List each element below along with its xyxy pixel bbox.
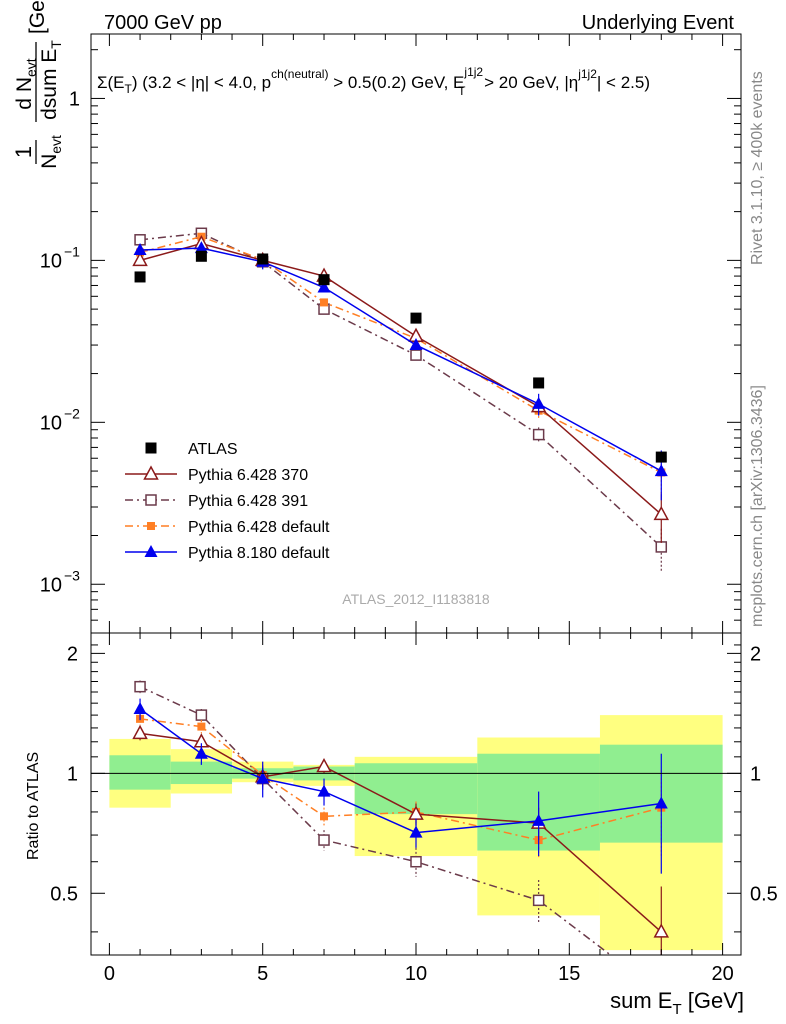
ratio-panel-series bbox=[132, 680, 670, 955]
svg-text:dsum ET: dsum ET bbox=[38, 40, 64, 120]
legend-label: Pythia 6.428 391 bbox=[188, 493, 308, 510]
main-point bbox=[409, 338, 423, 351]
header-left: 7000 GeV pp bbox=[104, 12, 222, 34]
main-point bbox=[653, 505, 670, 521]
ratio-point bbox=[654, 796, 668, 809]
main-line-pythia-8-180-default bbox=[140, 247, 662, 472]
ratio-y-tick-label-right: 1 bbox=[750, 763, 761, 785]
legend-label: Pythia 8.180 default bbox=[188, 545, 330, 562]
ratio-y-axis-label: Ratio to ATLAS bbox=[25, 752, 42, 860]
rivet-version-label: Rivet 3.1.10, ≥ 400k events bbox=[749, 71, 766, 265]
main-point bbox=[133, 242, 147, 255]
main-point bbox=[317, 280, 331, 293]
ratio-point bbox=[132, 724, 148, 740]
x-tick-label: 0 bbox=[104, 963, 115, 985]
x-tick-label: 10 bbox=[405, 963, 427, 985]
legend: ATLAS Pythia 6.428 370 Pythia 6.428 391 Pyt… bbox=[125, 441, 330, 562]
main-point bbox=[194, 241, 208, 254]
main-point bbox=[532, 428, 545, 441]
x-axis-label: sum ET [GeV] bbox=[610, 988, 744, 1018]
ratio-point bbox=[195, 709, 208, 721]
atlas-point bbox=[257, 253, 269, 265]
ratio-point bbox=[409, 825, 423, 838]
atlas-point bbox=[134, 271, 146, 283]
main-y-tick-label-exp: −2 bbox=[64, 405, 80, 421]
ratio-point bbox=[318, 834, 330, 846]
analysis-watermark: ATLAS_2012_I1183818 bbox=[342, 591, 490, 607]
ratio-point bbox=[653, 923, 670, 938]
ratio-point bbox=[197, 722, 206, 731]
plot-title: Σ(ET) (3.2 < |η| < 4.0, pch(neutral) > 0… bbox=[97, 65, 650, 98]
legend-label: Pythia 6.428 370 bbox=[188, 467, 308, 484]
ratio-point bbox=[317, 784, 331, 797]
main-y-tick-label: 10 bbox=[40, 574, 62, 596]
ratio-y-tick-label: 0.5 bbox=[50, 883, 78, 905]
main-y-tick-label-exp: −1 bbox=[64, 243, 80, 259]
x-tick-label: 15 bbox=[558, 963, 580, 985]
band-inner-1 bbox=[170, 761, 233, 785]
ratio-y-tick-label-right: 2 bbox=[750, 643, 761, 665]
main-y-tick-label: 1 bbox=[69, 88, 80, 110]
ratio-point bbox=[256, 771, 270, 784]
atlas-point bbox=[533, 377, 545, 389]
ratio-point bbox=[320, 812, 329, 821]
svg-text:Nevt: Nevt bbox=[38, 135, 64, 169]
main-point bbox=[654, 464, 668, 477]
atlas-point bbox=[318, 274, 330, 286]
ratio-point bbox=[532, 894, 545, 907]
legend-marker bbox=[145, 494, 157, 506]
ratio-point bbox=[410, 855, 422, 868]
atlas-point bbox=[655, 451, 667, 463]
legend-marker bbox=[144, 545, 158, 557]
header-right: Underlying Event bbox=[582, 12, 735, 34]
ratio-point bbox=[532, 813, 546, 826]
main-point bbox=[655, 541, 668, 553]
legend-label: Pythia 6.428 default bbox=[188, 519, 330, 536]
ratio-point bbox=[194, 746, 208, 759]
legend-marker bbox=[147, 522, 155, 530]
main-point bbox=[410, 349, 422, 361]
ratio-point bbox=[316, 757, 332, 773]
ratio-y-tick-label-right: 0.5 bbox=[750, 883, 778, 905]
main-line-pythia-6-428-default bbox=[139, 235, 662, 474]
svg-text:d Nevt: d Nevt bbox=[13, 58, 39, 109]
ratio-point bbox=[133, 702, 147, 715]
main-panel-series bbox=[132, 227, 670, 572]
legend-marker bbox=[145, 442, 157, 454]
main-y-tick-label-exp: −3 bbox=[64, 567, 80, 583]
band-inner-0 bbox=[109, 755, 171, 790]
atlas-point bbox=[410, 312, 422, 324]
atlas-point bbox=[195, 250, 207, 262]
x-tick-label: 5 bbox=[257, 963, 268, 985]
x-tick-label: 20 bbox=[711, 963, 733, 985]
ratio-y-tick-label: 1 bbox=[67, 763, 78, 785]
main-y-tick-label: 10 bbox=[40, 412, 62, 434]
main-point bbox=[532, 396, 546, 409]
main-y-axis-label: 1 Nevt d Nevt dsum ET [GeV-1] bbox=[11, 0, 64, 169]
svg-text:[GeV-1]: [GeV-1] bbox=[23, 0, 49, 34]
legend-label: ATLAS bbox=[188, 441, 238, 458]
main-y-tick-label: 10 bbox=[40, 250, 62, 272]
mcplots-label: mcplots.cern.ch [arXiv:1306.3436] bbox=[749, 385, 766, 627]
svg-text:1: 1 bbox=[11, 146, 36, 158]
main-point bbox=[320, 298, 329, 307]
legend-marker bbox=[143, 465, 159, 480]
ratio-point bbox=[134, 680, 146, 693]
ratio-y-tick-label: 2 bbox=[67, 643, 78, 665]
main-point bbox=[132, 251, 148, 267]
